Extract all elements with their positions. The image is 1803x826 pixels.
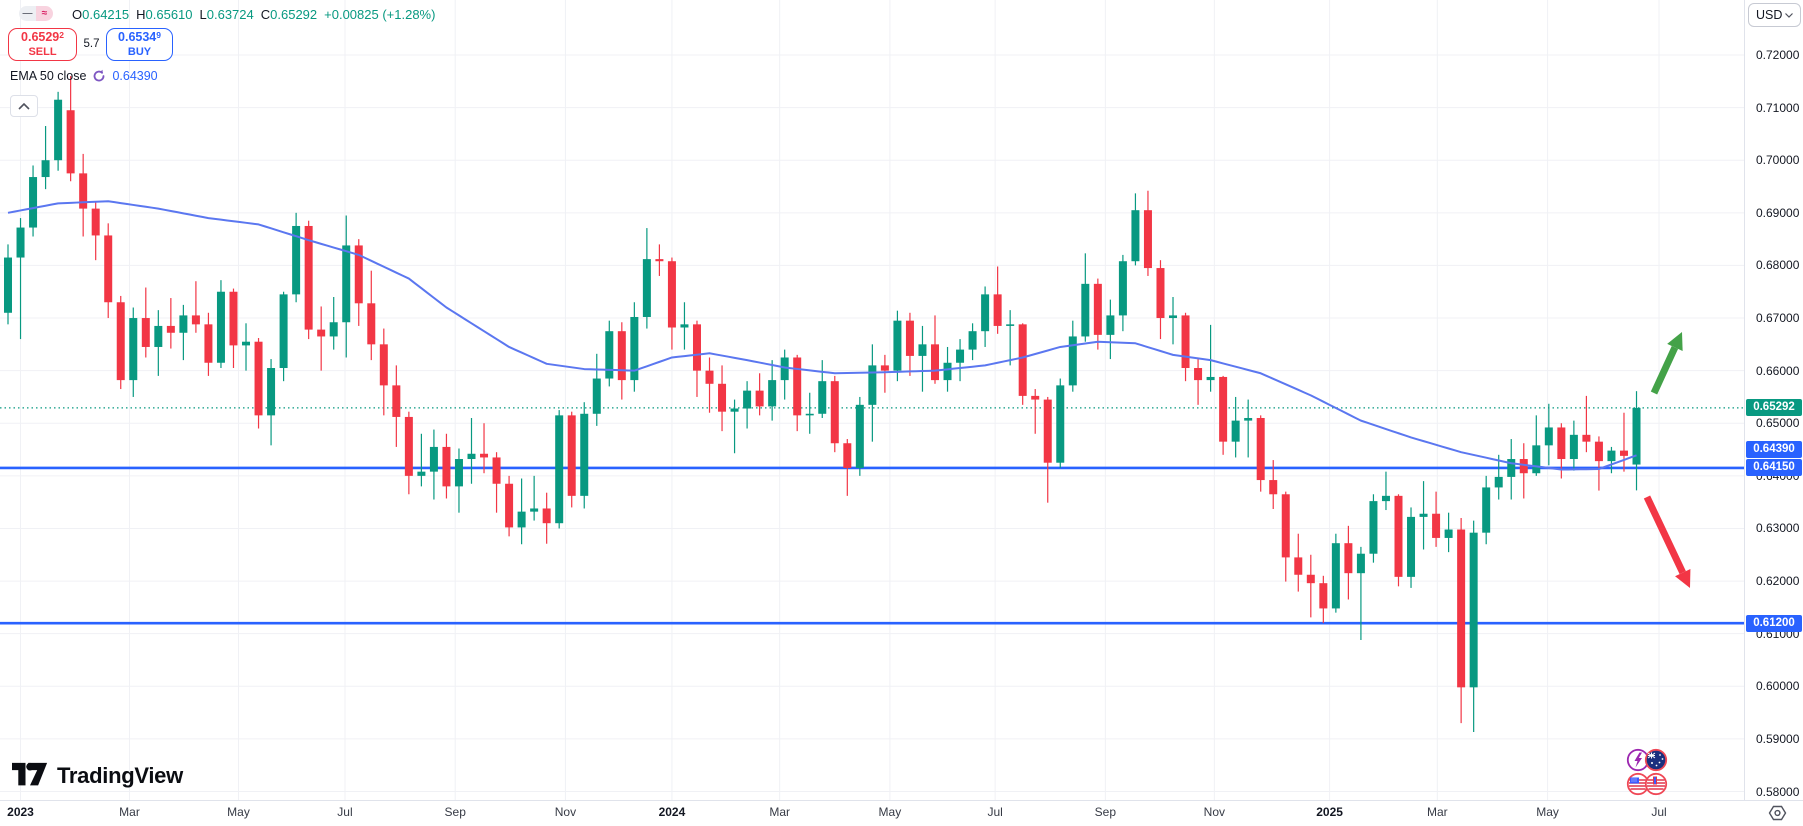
chevron-down-icon [1785, 12, 1793, 18]
ema-value-tag: 0.64390 [1746, 440, 1802, 458]
time-tick-label: Mar [769, 805, 790, 819]
price-tick-label: 0.67000 [1756, 311, 1800, 326]
chevron-up-icon [18, 102, 30, 110]
tradingview-logo-icon [12, 762, 48, 786]
bearish-arrow [1675, 568, 1691, 588]
price-tick-label: 0.65000 [1756, 416, 1800, 431]
time-tick-label: May [878, 805, 902, 819]
time-tick-label: May [1536, 805, 1559, 819]
price-tick-label: 0.59000 [1756, 731, 1800, 746]
time-tick-label: Mar [1426, 805, 1448, 819]
event-markers[interactable] [1626, 748, 1668, 796]
time-tick-label: Jul [337, 805, 353, 819]
price-tick-label: 0.62000 [1756, 574, 1800, 589]
minus-icon[interactable]: — [19, 6, 36, 21]
bullish-arrow [1667, 332, 1683, 351]
sell-button[interactable]: 0.65292 SELL [8, 28, 77, 61]
price-tick-label: 0.72000 [1756, 48, 1800, 62]
price-tick-label: 0.70000 [1756, 153, 1800, 168]
time-tick-label: Mar [119, 805, 140, 819]
time-tick-label: Sep [444, 805, 466, 819]
legend-toggle-pill[interactable]: — ≈ [19, 6, 53, 21]
candles-layer [4, 76, 1641, 733]
wave-icon[interactable]: ≈ [36, 6, 53, 21]
time-tick-label: 2024 [658, 805, 686, 819]
time-tick-label: Jul [1651, 805, 1667, 819]
price-tick-label: 0.69000 [1756, 205, 1800, 220]
price-axis[interactable]: USD 0.72000 0.71000 0.70000 0.69000 0.68000 0… [1744, 0, 1803, 800]
ohlc-readout: O0.64215 H0.65610 L0.63724 C0.65292 +0.00825… [72, 7, 436, 22]
tradingview-watermark: TradingView [12, 762, 183, 789]
time-axis[interactable]: 2023 Mar May Jul Sep Nov 2024 Mar May Jul Sep Nov 20… [0, 800, 1803, 825]
us-flag-icon[interactable] [1644, 772, 1668, 796]
spread-value: 5.7 [83, 38, 100, 50]
time-tick-label: Nov [1203, 805, 1226, 819]
currency-selector-button[interactable]: USD [1748, 3, 1801, 27]
price-tick-label: 0.63000 [1756, 521, 1800, 536]
time-tick-label: May [227, 805, 250, 819]
price-tick-label: 0.68000 [1756, 258, 1800, 273]
time-tick-label: Sep [1094, 805, 1117, 819]
us-flag-icon[interactable] [1626, 772, 1650, 796]
australia-flag-icon[interactable] [1644, 748, 1668, 772]
hline-61200-tag[interactable]: 0.61200 [1746, 614, 1802, 632]
price-tick-label: 0.71000 [1756, 100, 1800, 115]
price-tick-label: 0.58000 [1756, 784, 1800, 799]
change-value: +0.00825 (+1.28%) [324, 7, 436, 22]
time-tick-label: Jul [987, 805, 1003, 819]
price-tick-label: 0.60000 [1756, 679, 1800, 694]
refresh-icon[interactable] [92, 69, 106, 83]
indicator-legend: EMA 50 close 0.64390 [10, 69, 158, 83]
current-price-tag: 0.65292 [1746, 399, 1802, 417]
ema-line [7, 200, 1637, 471]
hline-64150-tag[interactable]: 0.64150 [1746, 459, 1802, 476]
collapse-legend-button[interactable] [10, 95, 38, 117]
price-tick-label: 0.66000 [1756, 363, 1800, 378]
buy-button[interactable]: 0.65349 BUY [106, 28, 173, 61]
axis-settings-icon[interactable] [1768, 805, 1787, 826]
time-tick-label: 2025 [1316, 805, 1343, 819]
time-tick-label: Nov [554, 805, 577, 819]
time-tick-label: 2023 [7, 805, 34, 819]
